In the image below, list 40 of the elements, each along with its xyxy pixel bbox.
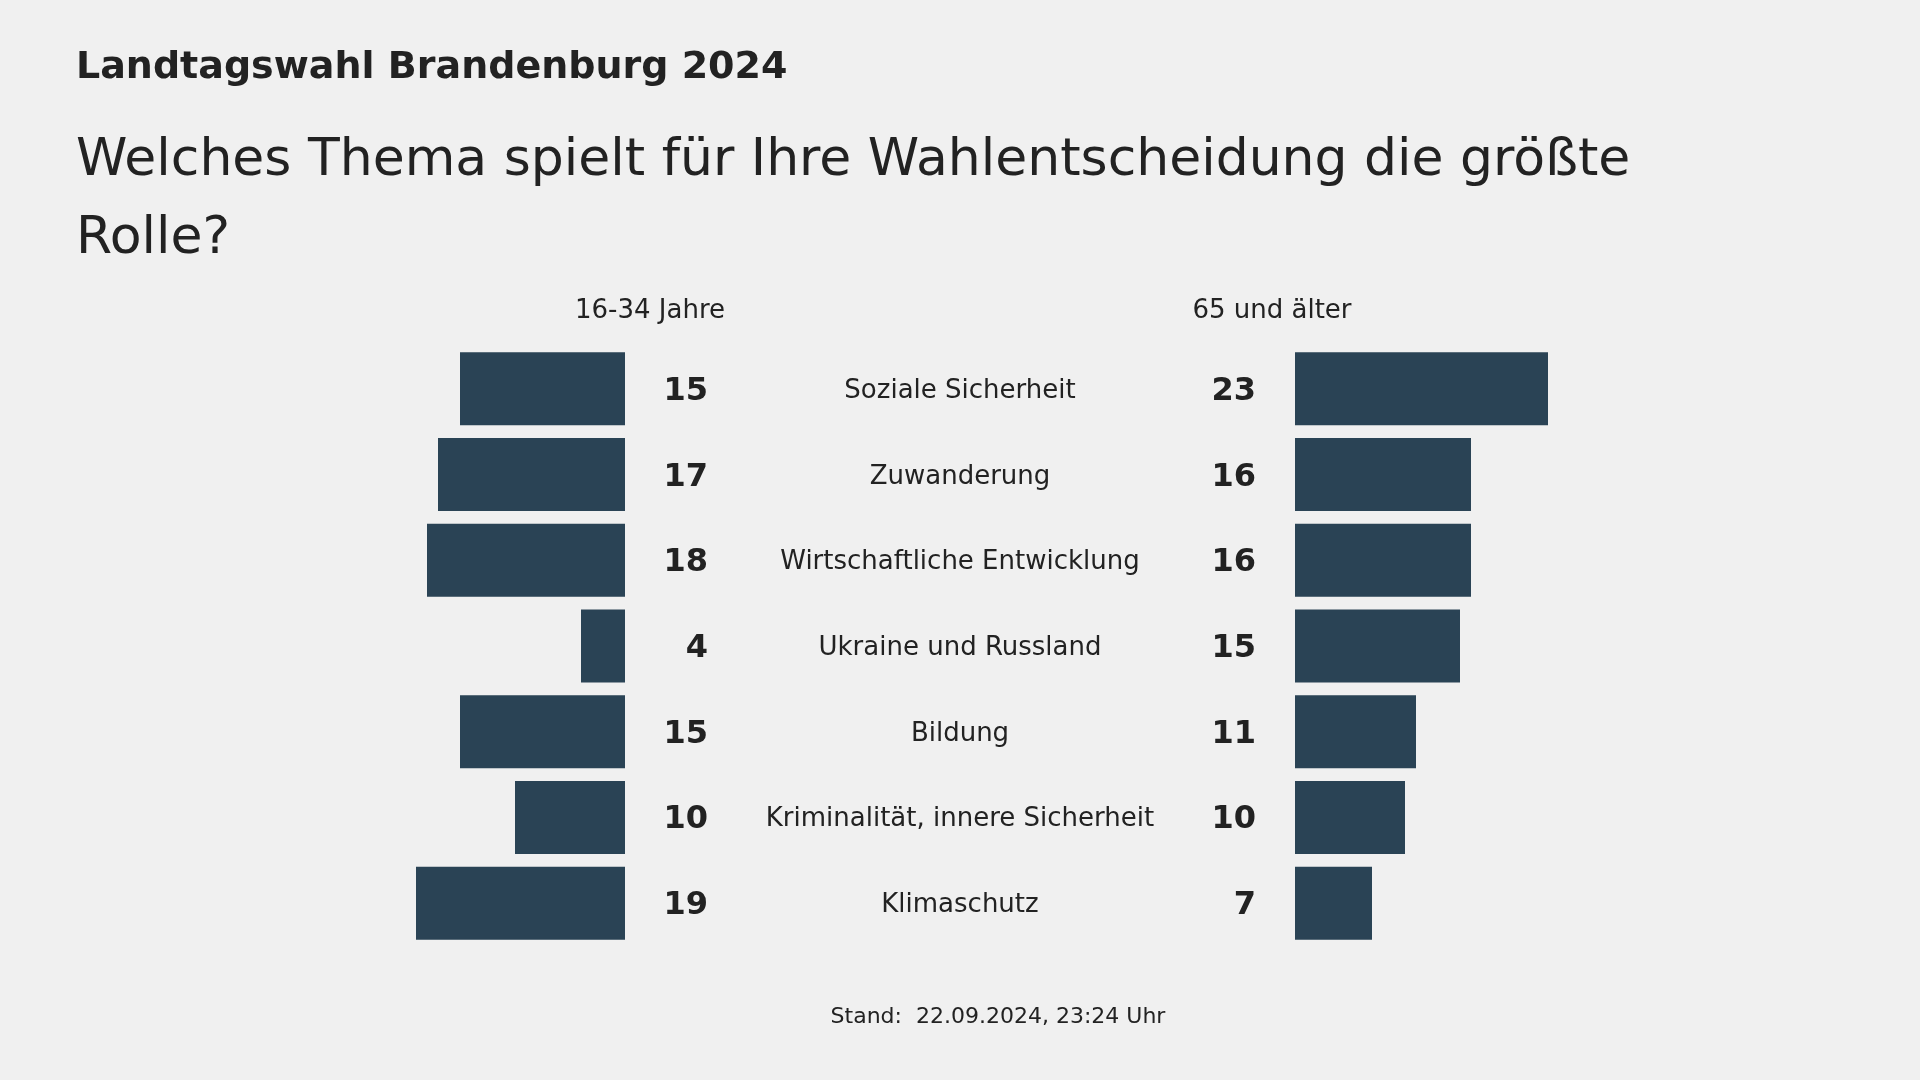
data-label: 4 — [685, 627, 708, 665]
bar — [460, 352, 625, 426]
bar — [1295, 866, 1372, 940]
data-label: 19 — [663, 884, 708, 923]
bar — [438, 438, 625, 512]
data-label: 11 — [1211, 712, 1256, 751]
text: Stand: 22.09.2024, 23:24 Uhr — [830, 1002, 1167, 1028]
y-tick-label: Soziale Sicherheit — [844, 373, 1076, 404]
data-label: 10 — [663, 798, 708, 837]
y-tick-label: Zuwanderung — [869, 459, 1051, 490]
chart-title: Landtagswahl Brandenburg 2024 — [76, 43, 788, 87]
bar — [460, 695, 625, 769]
bar — [1295, 609, 1460, 683]
data-label: 16 — [1211, 541, 1256, 580]
data-label: 18 — [663, 541, 708, 580]
bar — [1295, 695, 1416, 769]
bar — [1295, 780, 1405, 854]
data-label: 17 — [663, 455, 708, 494]
bar — [416, 866, 625, 940]
y-tick-label: Ukraine und Russland — [818, 631, 1102, 661]
data-label: 23 — [1211, 369, 1256, 408]
y-tick-label: Bildung — [910, 716, 1010, 747]
bar — [1295, 352, 1548, 426]
data-label: 7 — [1233, 884, 1256, 923]
y-tick-label: Kriminalität, innere Sicherheit — [765, 802, 1155, 833]
bar — [1295, 523, 1471, 597]
data-label: 15 — [1211, 627, 1256, 665]
series-label: 16-34 Jahre — [574, 294, 726, 324]
data-label: 10 — [1211, 798, 1256, 837]
data-label: 15 — [663, 712, 708, 751]
y-tick-label: Klimaschutz — [881, 888, 1039, 919]
text: Welches Thema spielt für Ihre Wahlentscheidung die größte Rolle? — [76, 127, 1647, 265]
y-tick-label: Wirtschaftliche Entwicklung — [780, 545, 1140, 576]
bar — [427, 523, 625, 597]
bar — [581, 609, 625, 683]
bar — [1295, 438, 1471, 512]
data-label: 16 — [1211, 455, 1256, 494]
bar — [515, 780, 625, 854]
series-label: 65 und älter — [1192, 294, 1352, 324]
data-label: 15 — [663, 369, 708, 408]
